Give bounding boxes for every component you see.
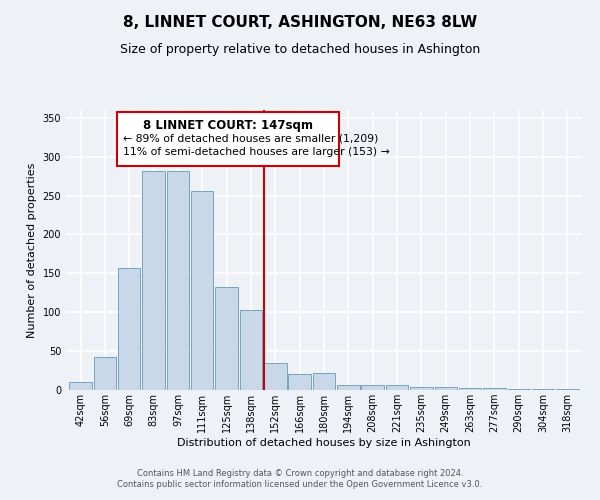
Bar	[70, 382, 92, 390]
Text: 11% of semi-detached houses are larger (153) →: 11% of semi-detached houses are larger (…	[123, 148, 390, 158]
Text: 8 LINNET COURT: 147sqm: 8 LINNET COURT: 147sqm	[143, 118, 313, 132]
Y-axis label: Number of detached properties: Number of detached properties	[27, 162, 37, 338]
Bar	[313, 373, 335, 390]
Bar	[410, 387, 433, 390]
Text: 8, LINNET COURT, ASHINGTON, NE63 8LW: 8, LINNET COURT, ASHINGTON, NE63 8LW	[123, 15, 477, 30]
Text: Size of property relative to detached houses in Ashington: Size of property relative to detached ho…	[120, 42, 480, 56]
Bar	[386, 386, 408, 390]
Bar	[240, 310, 262, 390]
Text: Contains HM Land Registry data © Crown copyright and database right 2024.: Contains HM Land Registry data © Crown c…	[137, 468, 463, 477]
Text: Contains public sector information licensed under the Open Government Licence v3: Contains public sector information licen…	[118, 480, 482, 489]
Bar	[118, 268, 140, 390]
Bar	[556, 389, 578, 390]
Bar	[94, 358, 116, 390]
Bar	[289, 374, 311, 390]
Bar	[142, 172, 165, 390]
Bar	[434, 387, 457, 390]
FancyBboxPatch shape	[117, 112, 338, 166]
Bar	[264, 363, 287, 390]
Bar	[532, 389, 554, 390]
Bar	[508, 389, 530, 390]
Bar	[337, 384, 359, 390]
Bar	[459, 388, 481, 390]
Bar	[215, 286, 238, 390]
X-axis label: Distribution of detached houses by size in Ashington: Distribution of detached houses by size …	[177, 438, 471, 448]
Text: ← 89% of detached houses are smaller (1,209): ← 89% of detached houses are smaller (1,…	[123, 134, 379, 143]
Bar	[361, 384, 384, 390]
Bar	[167, 172, 189, 390]
Bar	[191, 191, 214, 390]
Bar	[483, 388, 506, 390]
